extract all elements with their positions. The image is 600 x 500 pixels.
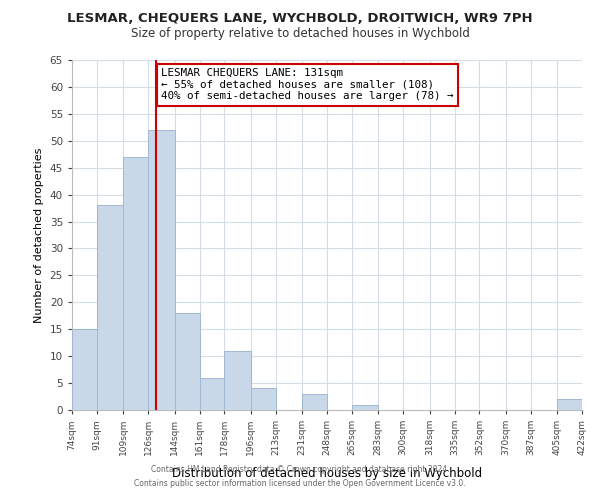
Bar [123,157,148,410]
Bar [199,378,224,410]
Bar [251,388,276,410]
Text: Size of property relative to detached houses in Wychbold: Size of property relative to detached ho… [131,28,469,40]
Bar [352,404,378,410]
Text: Contains HM Land Registry data © Crown copyright and database right 2024.
Contai: Contains HM Land Registry data © Crown c… [134,466,466,487]
Bar [175,313,199,410]
Bar [224,351,251,410]
Bar [302,394,327,410]
Bar [97,206,123,410]
Bar [72,329,97,410]
X-axis label: Distribution of detached houses by size in Wychbold: Distribution of detached houses by size … [172,466,482,479]
Y-axis label: Number of detached properties: Number of detached properties [34,148,44,322]
Text: LESMAR, CHEQUERS LANE, WYCHBOLD, DROITWICH, WR9 7PH: LESMAR, CHEQUERS LANE, WYCHBOLD, DROITWI… [67,12,533,26]
Bar [148,130,175,410]
Bar [557,399,582,410]
Text: LESMAR CHEQUERS LANE: 131sqm
← 55% of detached houses are smaller (108)
40% of s: LESMAR CHEQUERS LANE: 131sqm ← 55% of de… [161,68,454,102]
